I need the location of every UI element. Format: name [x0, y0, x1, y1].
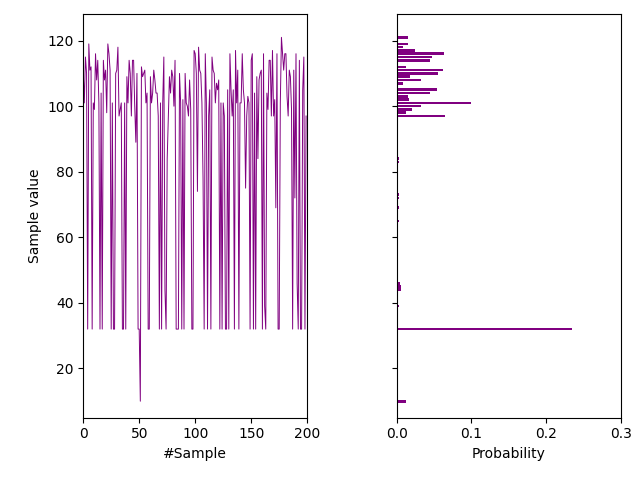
Bar: [397, 193, 399, 196]
Y-axis label: Sample value: Sample value: [28, 169, 42, 263]
Bar: [397, 164, 398, 167]
Bar: [397, 239, 398, 242]
Bar: [397, 43, 408, 45]
Bar: [397, 305, 399, 308]
Bar: [397, 197, 399, 199]
Bar: [397, 52, 444, 55]
Bar: [397, 56, 432, 59]
Bar: [397, 328, 572, 330]
Bar: [397, 98, 409, 101]
Bar: [397, 95, 408, 97]
Bar: [397, 75, 410, 78]
Bar: [397, 69, 443, 72]
Bar: [397, 177, 398, 180]
Bar: [397, 79, 422, 81]
Bar: [397, 59, 430, 61]
Bar: [397, 39, 398, 42]
X-axis label: Probability: Probability: [472, 447, 546, 461]
Bar: [397, 213, 398, 216]
Bar: [397, 400, 406, 403]
Bar: [397, 66, 406, 68]
Bar: [397, 105, 422, 108]
Bar: [397, 46, 403, 48]
Bar: [397, 111, 406, 114]
X-axis label: #Sample: #Sample: [163, 447, 227, 461]
Bar: [397, 72, 438, 75]
Bar: [397, 49, 415, 52]
Bar: [397, 170, 398, 173]
Bar: [397, 92, 430, 95]
Bar: [397, 161, 399, 163]
Bar: [397, 220, 399, 222]
Bar: [397, 288, 401, 291]
Bar: [397, 285, 401, 288]
Bar: [397, 206, 399, 209]
Bar: [397, 108, 412, 111]
Bar: [397, 282, 400, 285]
Bar: [397, 82, 403, 84]
Bar: [397, 157, 399, 160]
Bar: [397, 36, 408, 39]
Bar: [397, 180, 398, 183]
Bar: [397, 174, 398, 176]
Bar: [397, 115, 445, 117]
Bar: [397, 147, 398, 150]
Bar: [397, 102, 472, 104]
Bar: [397, 183, 398, 186]
Bar: [397, 88, 437, 91]
Bar: [397, 203, 398, 206]
